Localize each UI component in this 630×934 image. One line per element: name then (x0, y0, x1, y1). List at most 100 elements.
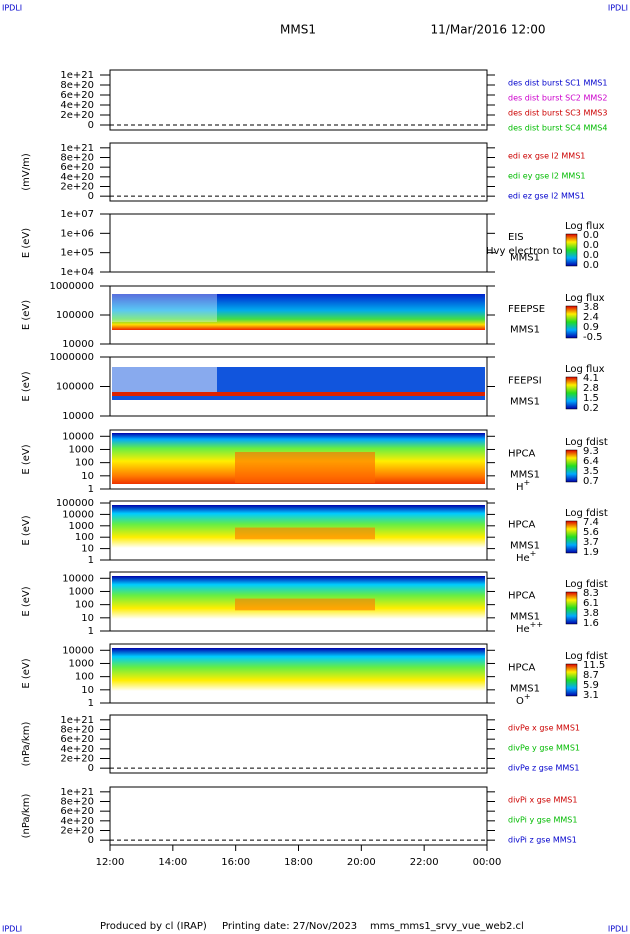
x-tick-label: 14:00 (158, 857, 187, 868)
y-tick-label: 1000 (69, 444, 94, 455)
y-tick-label: 10 (81, 613, 94, 624)
y-tick-label: 10000 (62, 339, 94, 350)
colorbar (565, 449, 578, 483)
panel-frame (109, 500, 488, 561)
y-tick-label: 1000 (69, 658, 94, 669)
y-tick-label: 4e+20 (60, 816, 94, 827)
y-tick-label: 8e+20 (60, 797, 94, 808)
y-tick-label: 10 (81, 685, 94, 696)
y-tick-label: 100 (75, 600, 94, 611)
colorbar-tick: 6.1 (583, 598, 599, 609)
colorbar-title: Log flux (565, 221, 605, 232)
y-tick-label: 4e+20 (60, 172, 94, 183)
corner-mark: IPDLI (608, 4, 628, 13)
species-charge: + (530, 549, 537, 558)
y-tick-label: 10 (81, 544, 94, 555)
y-tick-label: 100 (75, 672, 94, 683)
colorbar-tick: 1.6 (583, 618, 599, 629)
colorbar-tick: 0.0 (583, 250, 599, 261)
species-charge: + (524, 478, 531, 487)
y-tick-label: 1e+07 (60, 209, 94, 220)
y-tick-label: 0 (88, 763, 94, 774)
y-tick-label: 10000 (62, 645, 94, 656)
y-tick-label: 6e+20 (60, 162, 94, 173)
y-tick-label: 10000 (62, 509, 94, 520)
x-tick-label: 00:00 (473, 857, 502, 868)
legend-entry: divPi y gse MMS1 (508, 816, 577, 825)
spectrogram (112, 576, 485, 619)
legend-entry: edi ex gse l2 MMS1 (508, 152, 585, 161)
y-tick-label: 10 (81, 471, 94, 482)
spacecraft-label: MMS1 (510, 253, 540, 264)
y-tick-label: 100000 (56, 498, 94, 509)
colorbar-tick: 4.1 (583, 373, 599, 384)
species: H (516, 482, 524, 493)
colorbar-tick: 5.9 (583, 680, 599, 691)
legend-entry: des dist burst SC3 MMS3 (508, 109, 607, 118)
colorbar-title: Log fdist (565, 651, 608, 662)
legend-entry: des dist burst SC2 MMS2 (508, 94, 607, 103)
y-tick-label: 4e+20 (60, 100, 94, 111)
y-axis-label: E (eV) (21, 444, 32, 474)
y-tick-label: 6e+20 (60, 806, 94, 817)
spectrogram (235, 452, 375, 483)
y-axis-label: E (eV) (21, 515, 32, 545)
y-axis-label: E (eV) (21, 658, 32, 688)
colorbar-tick: 0.0 (583, 230, 599, 241)
colorbar-tick: 1.5 (583, 393, 599, 404)
y-tick-label: 0 (88, 191, 94, 202)
panel-frame (109, 69, 488, 131)
colorbar-tick: 1.9 (583, 547, 599, 558)
spectrogram (112, 294, 485, 330)
x-tick-label: 16:00 (221, 857, 250, 868)
colorbar-tick: 3.5 (583, 466, 599, 477)
spectrogram (112, 294, 217, 322)
x-tick-label: 22:00 (410, 857, 439, 868)
y-axis-label: (mV/m) (21, 153, 32, 191)
y-tick-label: 4e+20 (60, 744, 94, 755)
colorbar (565, 305, 578, 339)
instrument-label: HPCA (508, 591, 536, 602)
corner-mark: IPDLI (2, 925, 22, 934)
species-label: He+ (516, 549, 536, 565)
y-tick-label: 2e+20 (60, 182, 94, 193)
colorbar-tick: 2.4 (583, 312, 599, 323)
species: O (516, 696, 524, 707)
colorbar-title: Log fdist (565, 508, 608, 519)
colorbar-tick: 2.8 (583, 383, 599, 394)
y-tick-label: 1 (88, 484, 94, 495)
y-tick-label: 6e+20 (60, 90, 94, 101)
colorbar-title: Log flux (565, 364, 605, 375)
legend-entry: edi ey gse l2 MMS1 (508, 172, 586, 181)
species-label: He++ (516, 620, 543, 636)
spectrogram (235, 527, 375, 540)
x-tick-label: 18:00 (284, 857, 313, 868)
y-tick-label: 0 (88, 835, 94, 846)
y-tick-label: 1 (88, 626, 94, 637)
legend-entry: divPe z gse MMS1 (508, 764, 579, 773)
y-tick-label: 10000 (62, 431, 94, 442)
date: 11/Mar/2016 12:00 (431, 23, 546, 37)
y-tick-label: 1000 (69, 586, 94, 597)
spacecraft-label: MMS1 (510, 396, 540, 407)
y-tick-label: 1e+06 (60, 228, 94, 239)
y-tick-label: 1e+21 (60, 143, 94, 154)
corner-mark: IPDLI (2, 4, 22, 13)
y-tick-label: 6e+20 (60, 734, 94, 745)
colorbar-tick: -0.5 (583, 332, 603, 343)
y-tick-label: 100 (75, 532, 94, 543)
y-tick-label: 1000 (69, 521, 94, 532)
y-tick-label: 2e+20 (60, 826, 94, 837)
instrument-label: EIS (508, 232, 524, 243)
y-tick-label: 1000000 (49, 352, 94, 363)
y-tick-label: 1000000 (49, 281, 94, 292)
x-tick-label: 20:00 (347, 857, 376, 868)
colorbar-tick: 3.8 (583, 608, 599, 619)
y-axis-label: E (eV) (21, 228, 32, 258)
species: He (516, 553, 530, 564)
y-tick-label: 100 (75, 458, 94, 469)
y-tick-label: 1e+04 (60, 267, 94, 278)
y-tick-label: 0 (88, 120, 94, 131)
y-tick-label: 100000 (56, 382, 94, 393)
panel-frame (109, 786, 488, 846)
